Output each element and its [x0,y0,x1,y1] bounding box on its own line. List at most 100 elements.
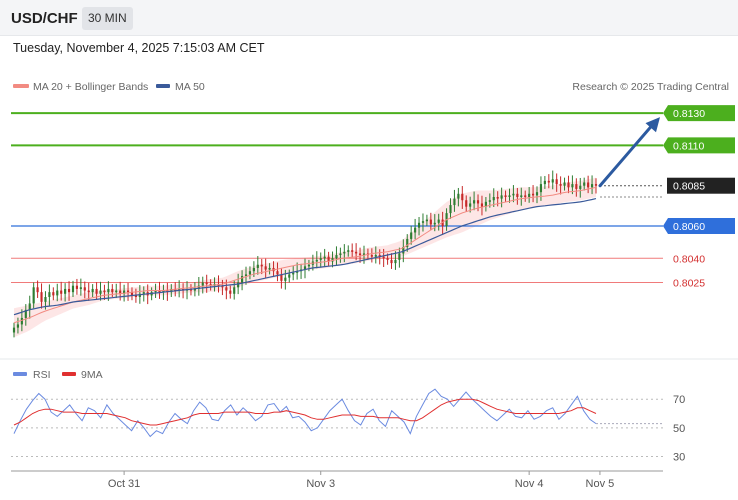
candle-body [237,282,240,288]
candle-body [587,182,590,188]
candle-body [91,288,94,293]
candle-body [543,180,546,185]
candle-body [524,195,527,197]
candle-body [406,238,409,247]
symbol-label: USD/CHF [11,10,78,27]
candle-body [229,290,232,294]
candle-body [75,285,79,289]
candle-body [394,259,397,264]
candle-body [571,184,574,188]
candle-body [555,179,558,185]
ma20-legend-swatch [13,84,29,88]
candle-body [433,222,436,225]
candle-body [539,184,543,193]
candle-body [40,292,43,302]
candle-body [225,287,228,291]
candle-body [193,288,196,291]
projection-arrow-head [645,117,660,133]
price-level-tag-3 [663,218,735,235]
candle-body [335,255,338,259]
candle-body [205,282,208,285]
candle-body [579,185,582,189]
candle-body [417,222,421,228]
candle-body [20,317,23,325]
candle-body [170,288,173,293]
ma9-legend-swatch [62,372,76,376]
candle-body [126,290,130,293]
price-level-tag-0 [663,105,735,122]
x-tick-label: Nov 3 [306,478,335,490]
candle-body [32,287,35,304]
candle-body [567,182,570,188]
candle-body [343,251,346,254]
candle-body [268,267,271,270]
credit-label: Research © 2025 Trading Central [572,81,729,93]
x-tick-label: Oct 31 [108,478,140,490]
timeframe-button[interactable]: 30 MIN [82,7,133,30]
candle-body [315,259,318,262]
rsi-line [13,388,597,438]
candle-body [52,292,55,296]
candle-body [457,193,460,199]
candle-body [370,255,373,257]
candle-body [449,205,452,214]
candle-body [437,219,440,223]
candle-body [339,253,342,256]
candle-body [476,200,480,204]
candle-body [504,195,507,197]
candle-body [351,250,354,252]
candle-body [575,184,578,189]
candle-body [87,290,90,293]
candle-body [24,309,27,318]
ma20-line [13,186,597,324]
candle-body [374,255,377,257]
candle-body [429,219,432,225]
candle-body [390,259,393,264]
candle-body [36,287,39,293]
candle-body [12,327,16,333]
ma50-line [13,198,597,316]
candle-body [83,287,86,291]
candle-body [64,288,67,294]
candle-body [461,193,464,201]
candle-body [551,179,554,183]
candle-body [402,247,405,254]
candle-body [425,219,428,222]
candle-body [56,290,59,296]
candle-body [358,253,362,256]
candle-body [233,287,236,294]
candle-body [288,274,291,278]
candle-body [492,197,495,201]
projection-arrow-line [598,121,656,188]
candle-body [414,227,417,233]
candle-body [528,193,531,197]
candle-body [280,274,283,281]
rsi-tick-50: 50 [673,423,685,435]
candle-body [480,203,484,207]
candle-body [162,290,165,293]
price-level-tag-2 [667,177,735,194]
candle-body [535,192,539,196]
candle-body [583,182,586,186]
candle-body [382,256,385,259]
candle-body [240,276,244,283]
candle-body [248,271,252,275]
candle-body [119,290,122,294]
x-tick-label: Nov 5 [586,478,615,490]
candle-body [531,193,535,196]
candle-body [307,264,311,267]
candle-body [323,256,326,259]
rsi-9ma-line [13,398,597,426]
candle-body [590,184,594,188]
candle-body [71,285,75,293]
ma9-legend-label: 9MA [81,369,103,381]
candle-body [252,267,255,272]
candle-body [67,288,71,293]
candle-body [355,251,358,254]
candle-body [563,182,566,186]
candle-body [158,290,161,293]
candle-body [197,285,200,289]
candle-body [347,250,350,252]
candle-body [362,253,366,256]
candle-body [520,195,523,197]
